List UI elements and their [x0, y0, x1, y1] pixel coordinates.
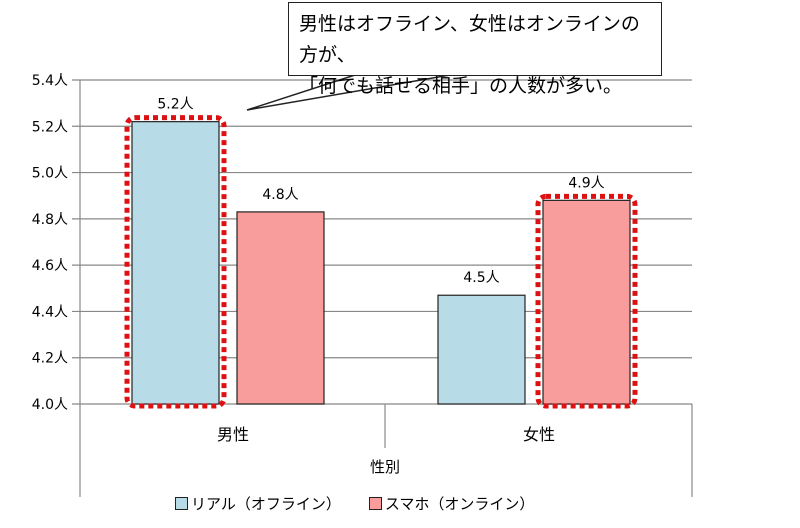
legend-swatch-real	[175, 497, 188, 510]
data-label: 5.2人	[157, 97, 193, 113]
highlight-box	[124, 115, 227, 409]
category-label: 女性	[523, 425, 555, 444]
y-tick-label: 5.2人	[32, 119, 68, 135]
legend-label-real: リアル（オフライン）	[191, 495, 341, 513]
category-label: 男性	[217, 425, 249, 444]
annotation-line-2: 「何でも話せる相手」の人数が多い。	[299, 75, 623, 97]
legend: リアル（オフライン） スマホ（オンライン）	[175, 493, 534, 514]
y-tick-label: 4.6人	[32, 258, 68, 274]
bar	[131, 121, 220, 405]
annotation-callout: 男性はオフライン、女性はオンラインの方が、 「何でも話せる相手」の人数が多い。	[288, 2, 662, 97]
y-tick-label: 5.0人	[32, 166, 68, 182]
highlight-box	[535, 193, 638, 409]
legend-label-smartphone: スマホ（オンライン）	[384, 495, 535, 513]
annotation-line-1: 男性はオフライン、女性はオンラインの方が、	[299, 13, 640, 66]
bar	[236, 211, 325, 405]
y-tick-label: 4.2人	[32, 351, 68, 367]
data-label: 4.9人	[568, 175, 604, 191]
bar	[437, 294, 526, 405]
legend-item-real: リアル（オフライン）	[175, 493, 341, 514]
x-axis-title: 性別	[370, 458, 400, 476]
y-tick-label: 5.4人	[32, 73, 68, 89]
legend-swatch-smartphone	[368, 497, 382, 510]
data-label: 4.5人	[463, 270, 499, 286]
data-label: 4.8人	[262, 187, 298, 203]
legend-item-smartphone: スマホ（オンライン）	[368, 493, 535, 514]
y-tick-label: 4.0人	[32, 397, 68, 413]
y-tick-label: 4.4人	[32, 304, 68, 320]
y-tick-label: 4.8人	[32, 212, 68, 228]
bar	[542, 199, 631, 405]
